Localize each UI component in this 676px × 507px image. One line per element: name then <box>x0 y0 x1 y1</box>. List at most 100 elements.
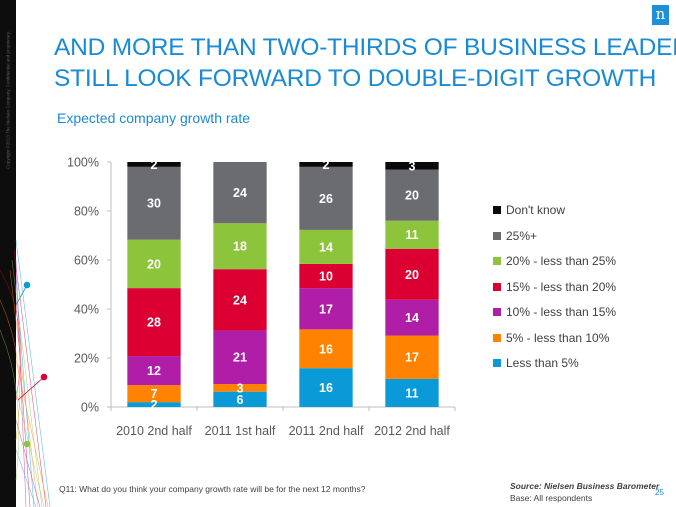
data-label: 2 <box>323 158 330 172</box>
bar-segment <box>213 162 267 224</box>
legend-label: Don't know <box>506 203 565 217</box>
bar-segment <box>127 162 181 167</box>
bar-segment <box>385 299 439 336</box>
legend-swatch <box>493 308 501 316</box>
source-title: Source: Nielsen Business Barometer <box>510 481 660 491</box>
legend-label: Less than 5% <box>506 356 579 370</box>
bar-segment <box>299 329 353 369</box>
chart-axes: 0% 20% 40% 60% 80% 100% 2010 2nd half 2011 1st … <box>67 156 456 438</box>
decorative-connector-blue <box>15 284 28 306</box>
data-label: 21 <box>233 351 247 365</box>
legend-item: Don't know <box>493 203 616 229</box>
source-base: Base: All respondents <box>510 493 593 503</box>
slide-title-line-1: AND MORE THAN TWO-THIRDS OF BUSINESS LEA… <box>54 34 676 61</box>
y-tick-label: 60% <box>74 254 99 268</box>
bar-segment <box>385 162 439 170</box>
legend-item: 15% - less than 20% <box>493 280 616 306</box>
decorative-dot-green <box>23 440 31 448</box>
bar-segment <box>299 263 353 289</box>
decorative-mesh <box>0 240 51 507</box>
x-tick-label: 2011 2nd half <box>289 424 364 438</box>
legend-item: 20% - less than 25% <box>493 254 616 280</box>
bar-segment <box>127 402 181 407</box>
bar-stack <box>213 162 267 407</box>
legend-label: 15% - less than 20% <box>506 279 617 294</box>
bar-segment <box>385 378 439 407</box>
data-label: 26 <box>319 192 333 206</box>
y-tick-label: 40% <box>74 303 99 317</box>
data-label: 7 <box>151 387 158 401</box>
bar-stack <box>299 162 353 407</box>
bar-segment <box>385 248 439 300</box>
x-tick-label: 2010 2nd half <box>116 424 192 438</box>
bar-segment <box>385 220 439 249</box>
bar-segment <box>213 223 267 270</box>
y-tick-label: 80% <box>74 205 99 219</box>
page-number: 25 <box>655 488 664 497</box>
bar-segment <box>299 162 353 167</box>
slide-title: AND MORE THAN TWO-THIRDS OF BUSINESS LEA… <box>54 32 676 94</box>
chart-labels: 2712282030263212418241616171014262111714… <box>147 158 419 412</box>
chart-legend: Don't know 25%+ 20% - less than 25% 15% - l… <box>493 203 616 382</box>
data-label: 2 <box>151 158 158 172</box>
data-label: 24 <box>233 186 247 200</box>
data-label: 28 <box>147 316 161 330</box>
bar-stack <box>385 162 439 407</box>
legend-swatch <box>493 333 501 342</box>
data-label: 10 <box>319 270 333 284</box>
y-tick-label: 100% <box>67 156 99 170</box>
data-label: 11 <box>405 386 418 400</box>
legend-swatch <box>493 231 501 240</box>
bar-segment <box>127 166 181 240</box>
nielsen-logo: n <box>652 5 669 25</box>
side-strip <box>0 0 16 507</box>
data-label: 24 <box>233 293 247 307</box>
legend-swatch <box>493 206 501 214</box>
data-label: 20 <box>147 257 161 271</box>
legend-item: 25%+ <box>493 229 616 255</box>
legend-swatch <box>493 359 501 367</box>
data-label: 2 <box>151 398 158 412</box>
data-label: 20 <box>405 268 419 282</box>
legend-item: 10% - less than 15% <box>493 305 616 331</box>
legend-item: Less than 5% <box>493 356 616 382</box>
data-label: 6 <box>237 393 244 407</box>
data-label: 3 <box>409 159 416 173</box>
legend-item: 5% - less than 10% <box>493 331 616 357</box>
data-label: 11 <box>405 228 418 242</box>
legend-swatch <box>493 257 501 265</box>
data-label: 3 <box>237 381 244 395</box>
legend-label: 20% - less than 25% <box>506 254 617 268</box>
bar-segment <box>127 288 181 357</box>
data-label: 30 <box>147 197 161 211</box>
legend-label: 5% - less than 10% <box>506 330 610 345</box>
bar-segment <box>213 269 267 331</box>
data-label: 17 <box>405 351 419 365</box>
bar-segment <box>299 368 353 407</box>
slide-title-line-2: STILL LOOK FORWARD TO DOUBLE-DIGIT GROWT… <box>54 65 657 92</box>
legend-label: 25%+ <box>506 228 538 243</box>
bar-segment <box>299 288 353 330</box>
data-label: 12 <box>147 364 161 378</box>
x-tick-label: 2012 2nd half <box>374 424 450 438</box>
data-label: 17 <box>319 302 333 316</box>
decorative-dot-blue <box>23 281 31 289</box>
decorative-graphic <box>0 240 51 507</box>
chart-bars <box>127 162 439 407</box>
bar-segment <box>385 335 439 379</box>
data-label: 14 <box>405 311 419 325</box>
y-tick-label: 20% <box>74 352 99 366</box>
y-tick-label: 0% <box>81 401 99 415</box>
bar-segment <box>385 169 439 221</box>
bar-segment <box>213 391 267 407</box>
bar-segment <box>213 384 267 392</box>
data-label: 18 <box>233 240 247 254</box>
bar-segment <box>127 239 181 289</box>
chart-subtitle: Expected company growth rate <box>57 110 250 126</box>
bar-segment <box>213 330 267 385</box>
source-block: Source: Nielsen Business Barometer Base:… <box>510 480 659 504</box>
bar-segment <box>299 166 353 230</box>
bar-segment <box>127 385 181 403</box>
legend-label: 10% - less than 15% <box>506 305 617 319</box>
